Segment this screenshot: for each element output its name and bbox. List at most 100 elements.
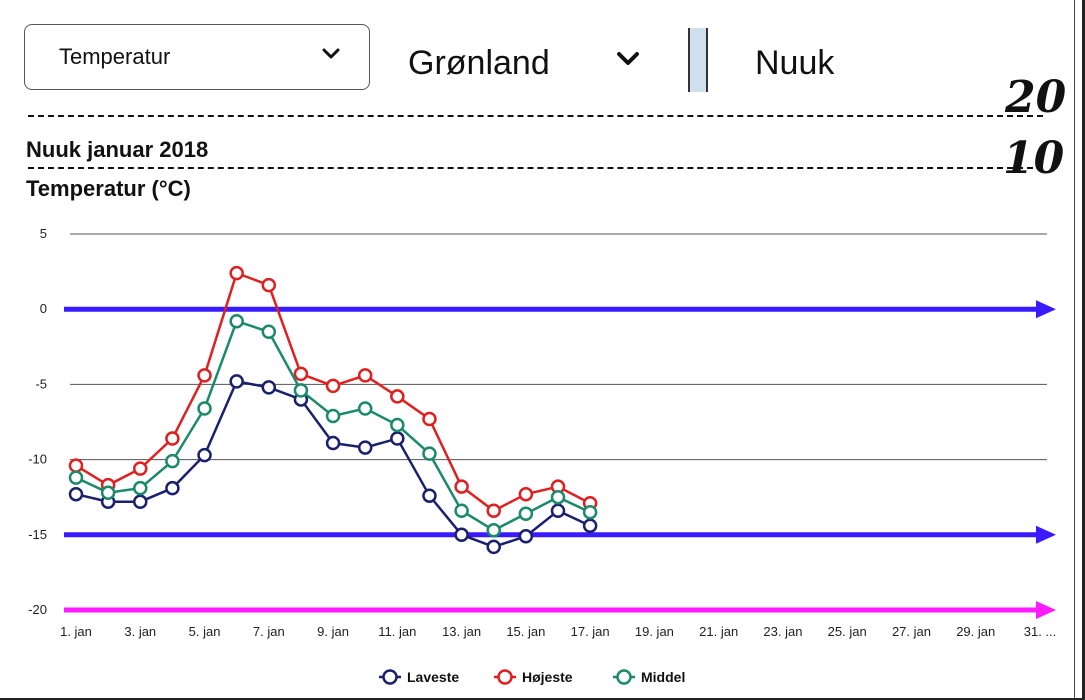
legend-item: Middel xyxy=(613,669,685,685)
data-point xyxy=(550,489,566,505)
data-point xyxy=(229,374,244,389)
y-tick-label: 5 xyxy=(40,226,47,241)
data-point xyxy=(422,446,437,461)
chevron-down-icon xyxy=(322,48,340,59)
data-point xyxy=(165,480,180,496)
series-laveste xyxy=(68,374,598,555)
x-tick-label: 7. jan xyxy=(253,624,285,639)
chevron-down-icon[interactable] xyxy=(615,50,641,68)
data-point xyxy=(518,486,534,502)
data-point xyxy=(550,503,566,518)
divider-bar xyxy=(688,28,708,92)
series-line xyxy=(75,319,591,532)
data-point xyxy=(518,529,534,544)
data-point xyxy=(390,431,405,446)
x-tick-label: 15. jan xyxy=(506,624,545,639)
legend-marker xyxy=(497,669,513,685)
data-point xyxy=(518,506,534,521)
frame-right-border xyxy=(1082,0,1085,700)
data-point xyxy=(133,461,148,476)
city-select[interactable]: Nuuk xyxy=(755,44,834,83)
data-point xyxy=(486,539,501,555)
data-point xyxy=(133,494,148,509)
overlay-arrow xyxy=(64,300,1056,319)
data-point xyxy=(486,523,501,538)
data-point xyxy=(100,485,116,500)
x-tick-label: 9. jan xyxy=(317,624,349,639)
y-tick-label: 0 xyxy=(40,301,47,316)
frame-right-line xyxy=(1074,0,1075,700)
data-point xyxy=(133,480,148,496)
x-tick-label: 17. jan xyxy=(571,624,610,639)
data-point xyxy=(582,518,598,534)
overlay-arrow-head xyxy=(1036,601,1056,619)
data-point xyxy=(293,383,309,398)
measure-select[interactable]: Temperatur xyxy=(24,24,370,90)
data-point xyxy=(422,411,437,427)
x-tick-label: 1. jan xyxy=(60,624,92,639)
x-tick-label: 5. jan xyxy=(189,624,221,639)
data-point xyxy=(325,408,341,424)
data-point xyxy=(422,488,437,503)
data-point xyxy=(197,447,212,463)
data-point xyxy=(582,504,598,520)
region-select[interactable]: Grønland xyxy=(408,44,550,83)
handwritten-label-20: 20 xyxy=(1005,72,1067,123)
data-point xyxy=(68,458,84,473)
chart-title: Nuuk januar 2018 xyxy=(26,137,209,162)
data-point xyxy=(261,324,277,340)
data-point xyxy=(197,401,212,416)
data-point xyxy=(325,378,341,394)
dashed-line-20 xyxy=(28,115,1043,117)
data-point xyxy=(390,417,405,433)
data-point xyxy=(229,265,244,281)
overlay-arrow-head xyxy=(1036,300,1056,319)
legend-label: Laveste xyxy=(407,669,459,685)
handwritten-label-10: 10 xyxy=(1003,133,1065,184)
x-tick-label: 31. ... xyxy=(1024,624,1057,639)
data-point xyxy=(357,440,373,455)
x-tick-label: 19. jan xyxy=(635,624,674,639)
data-point xyxy=(486,503,501,518)
data-point xyxy=(165,453,180,469)
legend-item: Laveste xyxy=(379,669,459,685)
region-select-value: Grønland xyxy=(408,44,550,82)
x-tick-label: 11. jan xyxy=(378,624,416,639)
x-tick-label: 25. jan xyxy=(828,624,867,639)
x-tick-label: 29. jan xyxy=(956,624,995,639)
overlay-arrow xyxy=(64,525,1056,544)
legend-marker xyxy=(616,669,632,685)
data-point xyxy=(454,503,469,518)
data-point xyxy=(229,313,244,329)
y-tick-label: -10 xyxy=(28,452,47,467)
x-tick-label: 21. jan xyxy=(699,624,738,639)
dashed-line-10 xyxy=(28,167,1043,169)
y-tick-label: -20 xyxy=(28,602,47,617)
series-højeste xyxy=(68,265,598,518)
series-line xyxy=(75,379,591,549)
data-point xyxy=(454,527,469,543)
overlay-arrow-head xyxy=(1036,525,1056,544)
series-middel xyxy=(68,313,598,538)
data-point xyxy=(454,479,469,494)
data-point xyxy=(390,389,405,404)
frame-bottom-border xyxy=(0,698,1085,700)
data-point xyxy=(197,368,212,383)
data-point xyxy=(357,401,373,416)
y-tick-label: -5 xyxy=(35,376,47,391)
legend-marker xyxy=(382,669,398,685)
data-point xyxy=(261,277,277,293)
chart-y-axis-label: Temperatur (°C) xyxy=(26,176,191,201)
data-point xyxy=(68,486,84,502)
x-tick-label: 23. jan xyxy=(763,624,802,639)
data-point xyxy=(68,470,84,485)
y-tick-label: -15 xyxy=(28,527,47,542)
legend-label: Højeste xyxy=(522,669,573,685)
data-point xyxy=(325,435,341,451)
legend-item: Højeste xyxy=(494,669,573,685)
data-point xyxy=(165,431,180,446)
data-point xyxy=(261,380,277,395)
overlay-arrow xyxy=(64,601,1056,619)
x-tick-label: 13. jan xyxy=(442,624,481,639)
